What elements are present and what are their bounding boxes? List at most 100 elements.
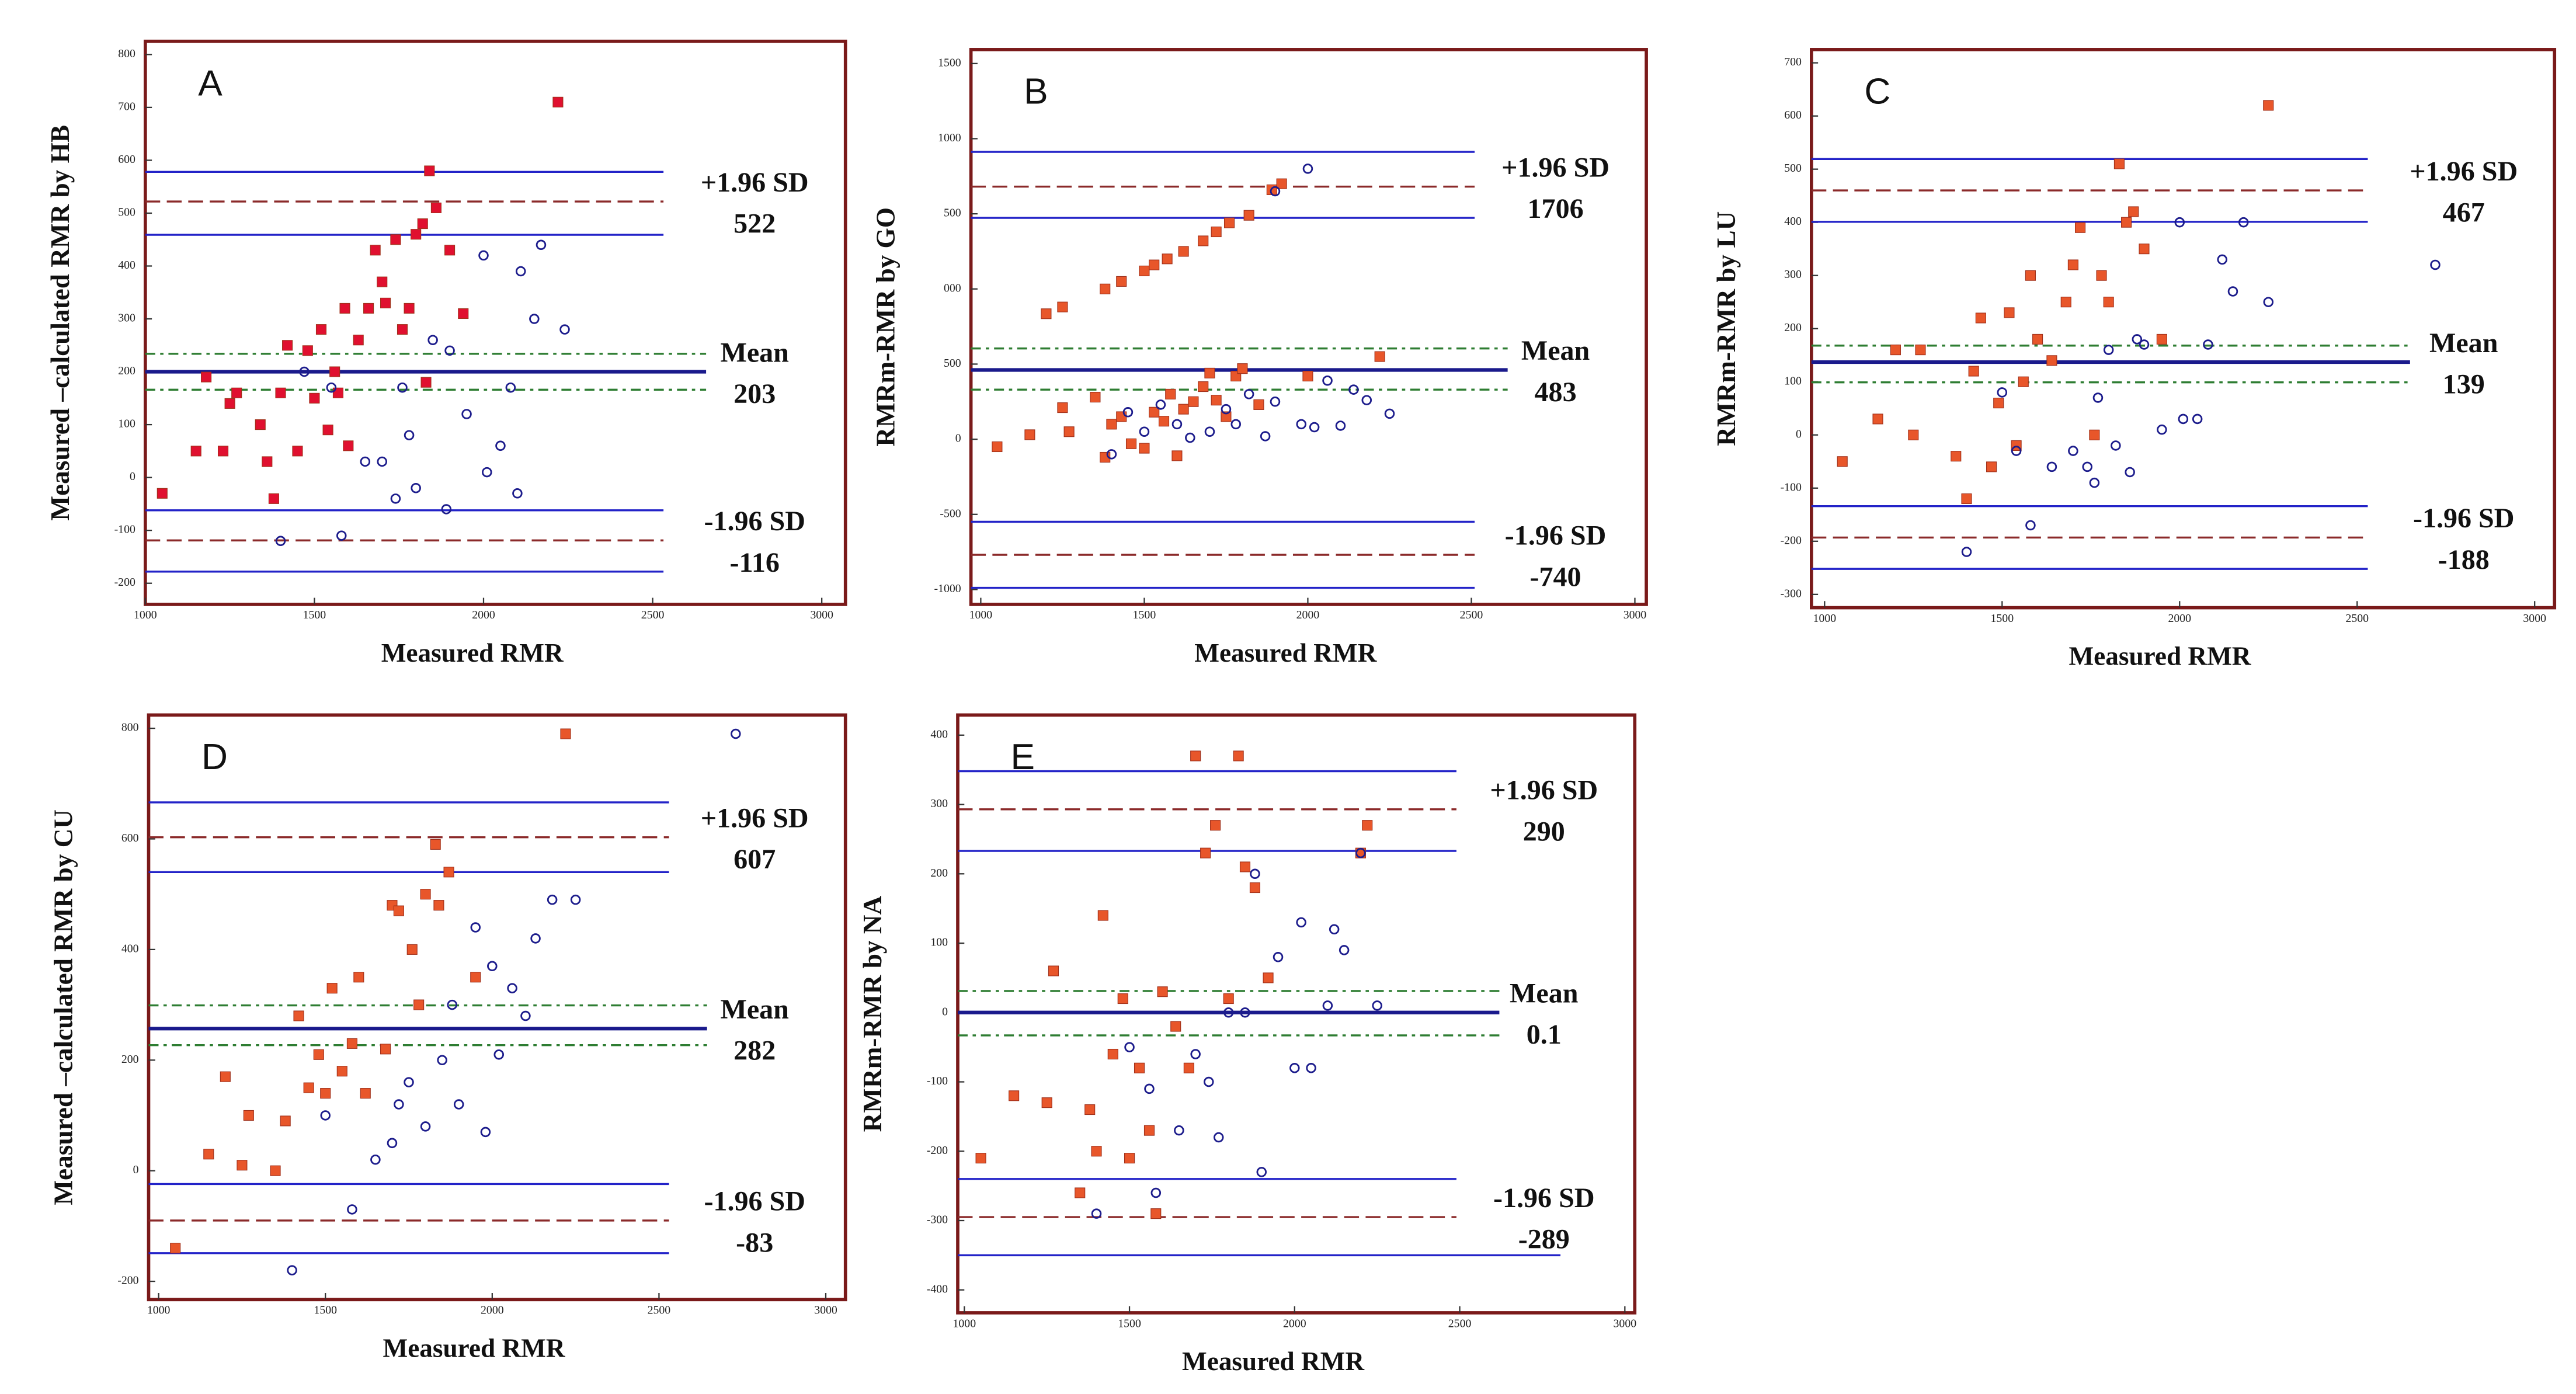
y-tick-label: 200	[1784, 321, 1802, 334]
point	[1150, 1187, 1162, 1198]
point	[1106, 419, 1117, 430]
point	[2025, 270, 2036, 281]
point	[387, 1138, 398, 1149]
x-tick-label: 1500	[303, 609, 326, 621]
point	[1355, 847, 1366, 858]
point	[346, 1038, 357, 1049]
point	[170, 1243, 181, 1254]
point	[2128, 206, 2139, 217]
y-tick-label: 500	[944, 357, 961, 370]
point	[353, 335, 364, 346]
y-axis-label: RMRm-RMR by GO	[871, 207, 901, 447]
point	[1362, 820, 1373, 831]
annotation: 467	[2443, 197, 2485, 228]
point	[1951, 451, 1962, 462]
point	[1183, 1062, 1194, 1073]
point	[2111, 440, 2121, 451]
point	[353, 972, 364, 983]
y-tick-label: -1000	[934, 582, 961, 595]
plot-frame	[147, 713, 847, 1302]
point	[1223, 217, 1235, 228]
point	[2174, 217, 2185, 228]
annotation: 1706	[1528, 193, 1584, 224]
point	[1117, 993, 1128, 1004]
point	[1122, 407, 1134, 418]
point	[424, 165, 435, 176]
point	[482, 467, 492, 478]
point	[1276, 178, 1287, 189]
point	[1306, 1063, 1316, 1073]
point	[217, 446, 229, 457]
point	[231, 387, 242, 398]
point	[1107, 1048, 1118, 1060]
point	[2217, 254, 2227, 265]
point	[293, 1010, 304, 1021]
point	[1100, 283, 1111, 294]
annotation: +1.96 SD	[701, 802, 809, 833]
y-tick-label: -100	[1781, 481, 1802, 493]
annotation: -740	[1530, 561, 1581, 592]
y-tick-label: -200	[1781, 534, 1802, 547]
point	[1139, 426, 1150, 437]
point	[444, 245, 456, 256]
point	[1221, 404, 1232, 415]
point	[1144, 1083, 1155, 1094]
annotation: Mean	[1521, 335, 1590, 366]
panel-letter: C	[1864, 72, 1890, 112]
point	[1302, 164, 1313, 174]
point	[1063, 426, 1075, 437]
annotation: 290	[1523, 816, 1565, 847]
point	[1090, 392, 1101, 403]
point	[430, 202, 441, 213]
x-tick-label: 2000	[2168, 612, 2191, 625]
y-tick-label: 600	[1784, 109, 1802, 121]
point	[1162, 253, 1173, 265]
point	[1249, 882, 1260, 894]
point	[1250, 868, 1260, 879]
point	[1211, 395, 1222, 406]
point	[329, 366, 340, 377]
point	[1139, 265, 1150, 276]
y-tick-label: 500	[118, 206, 135, 219]
point	[559, 324, 570, 335]
annotation: Mean	[720, 337, 788, 368]
panel: D -200 0 200 400 600 800 1000 1500 2000 2500 3000 Me…	[48, 713, 847, 1362]
point	[287, 1265, 297, 1275]
point	[2082, 461, 2092, 472]
point	[1221, 411, 1232, 422]
point	[480, 1127, 491, 1138]
point	[430, 839, 441, 850]
annotation: -289	[1518, 1224, 1570, 1255]
point	[1374, 351, 1385, 362]
point	[313, 1049, 324, 1060]
point	[1837, 456, 1848, 467]
point	[280, 1115, 291, 1127]
point	[201, 371, 212, 383]
plot-frame	[969, 48, 1648, 606]
point	[2178, 413, 2189, 425]
y-tick-label: 200	[118, 364, 135, 377]
point	[2430, 259, 2441, 270]
point	[299, 366, 310, 377]
point	[303, 1082, 314, 1093]
y-tick-label: 500	[944, 207, 961, 220]
point	[1041, 1097, 1052, 1108]
point	[1210, 820, 1221, 831]
y-tick-label: 300	[1784, 268, 1802, 281]
point	[220, 1071, 231, 1082]
point	[1890, 345, 1901, 356]
y-tick-label: 100	[930, 936, 948, 949]
point	[397, 382, 408, 393]
point	[1256, 1167, 1267, 1177]
annotation: Mean	[720, 994, 788, 1025]
panel: C -300 -200 -100 0 100 200 300 400 500 600 700 1000 1…	[1712, 48, 2557, 671]
point	[302, 345, 313, 356]
x-axis-label: Measured RMR	[383, 1333, 566, 1362]
annotation: 483	[1535, 377, 1577, 408]
point	[2089, 429, 2100, 440]
point	[1322, 1000, 1333, 1011]
panel: B -1000 -500 0 500 000 500 1000 1500 1000 1500 2000…	[871, 48, 1648, 668]
point	[1239, 861, 1251, 872]
point	[1322, 375, 1333, 386]
y-tick-label: 400	[930, 728, 948, 741]
